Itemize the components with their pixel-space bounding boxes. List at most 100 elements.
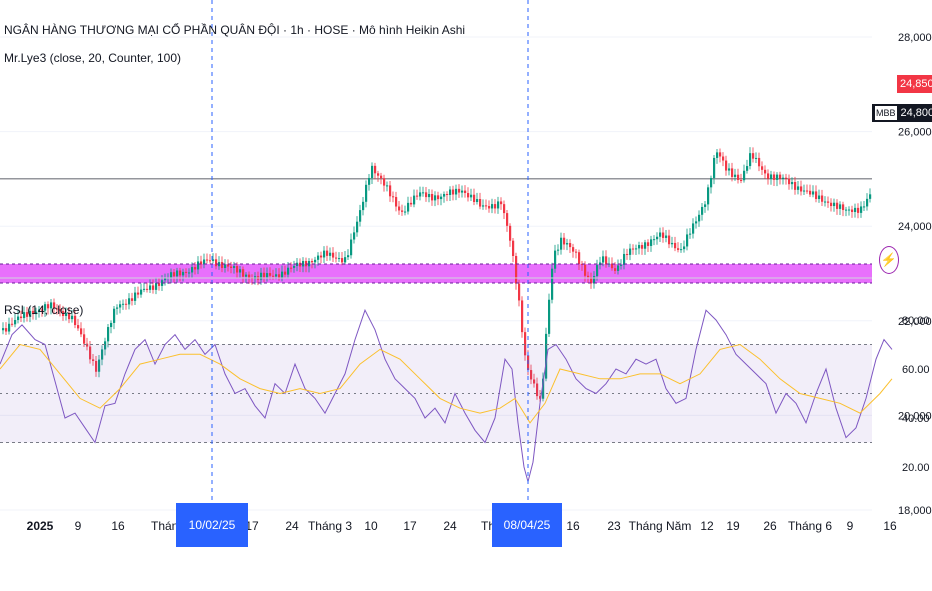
candle-body: [113, 308, 116, 323]
candle-body: [698, 214, 701, 222]
candle-body: [38, 309, 41, 312]
candle-body: [68, 312, 71, 320]
time-tick-label: 19: [726, 519, 740, 533]
time-tick-label: Tháng 6: [788, 519, 832, 533]
candle-body: [386, 185, 389, 187]
time-tick-label: Tháng 3: [308, 519, 352, 533]
candle-body: [80, 328, 83, 335]
candle-body: [224, 264, 227, 268]
candle-body: [788, 178, 791, 185]
time-tick-label: 26: [763, 519, 777, 533]
candle-body: [65, 312, 68, 316]
time-tick-label: 24: [443, 519, 457, 533]
candle-body: [533, 379, 536, 384]
rsi-label[interactable]: RSI (14, close): [4, 303, 84, 317]
candle-body: [680, 249, 683, 251]
candle-body: [203, 259, 206, 265]
candle-body: [53, 302, 56, 309]
candle-body: [539, 396, 542, 399]
candle-body: [779, 174, 782, 179]
candle-body: [302, 261, 305, 267]
candle-body: [86, 343, 89, 347]
candle-body: [650, 239, 653, 246]
crosshair-date-tag: 08/04/25 09:00: [492, 503, 562, 576]
indicator-label[interactable]: Mr.Lye3 (close, 20, Counter, 100): [4, 51, 181, 65]
candle-body: [191, 267, 194, 273]
candle-body: [629, 248, 632, 255]
candle-body: [434, 195, 437, 201]
price-tick-label: 26,000: [898, 127, 932, 139]
candle-body: [440, 196, 443, 200]
candle-body: [572, 247, 575, 252]
candle-body: [164, 278, 167, 281]
time-tick-label: 24: [285, 519, 299, 533]
candle-body: [281, 271, 284, 279]
time-tick-label: 17: [403, 519, 417, 533]
candle-body: [749, 153, 752, 167]
candle-body: [200, 261, 203, 265]
candle-body: [452, 189, 455, 195]
candle-body: [512, 240, 515, 256]
candle-body: [293, 266, 296, 268]
candle-body: [641, 245, 644, 249]
rsi-bands: [0, 344, 872, 443]
candle-body: [785, 177, 788, 179]
candle-body: [506, 213, 509, 226]
candle-body: [869, 194, 872, 199]
candle-body: [128, 298, 131, 305]
candle-body: [647, 242, 650, 246]
candle-body: [245, 274, 248, 277]
candle-body: [317, 255, 320, 260]
candle-body: [8, 323, 11, 332]
candle-body: [404, 211, 407, 213]
candle-body: [263, 272, 266, 278]
candle-body: [728, 168, 731, 171]
candle-body: [707, 187, 710, 205]
candle-body: [479, 199, 482, 207]
candle-body: [314, 259, 317, 263]
candle-body: [764, 169, 767, 174]
candle-body: [536, 383, 539, 397]
candle-body: [287, 267, 290, 275]
symbol-badge: MBB: [875, 106, 897, 120]
candle-body: [401, 210, 404, 212]
candle-body: [332, 252, 335, 258]
candle-body: [389, 185, 392, 197]
candle-body: [821, 195, 824, 202]
candle-body: [155, 283, 158, 290]
time-axis: 2025 9 16 Tháng 17 24 Tháng 3 10 17 24 Th 16 23 Tháng…: [27, 519, 897, 533]
candle-body: [770, 174, 773, 179]
candle-body: [848, 209, 851, 211]
candle-body: [683, 246, 686, 250]
candle-body: [311, 260, 314, 263]
candle-body: [548, 299, 551, 334]
candle-body: [446, 193, 449, 195]
price-tick-label: 20,000: [898, 410, 932, 422]
candle-body: [860, 206, 863, 213]
candle-body: [467, 193, 470, 198]
candle-body: [656, 236, 659, 240]
candle-body: [857, 207, 860, 213]
candle-body: [740, 180, 743, 182]
candle-body: [125, 303, 128, 305]
current-price: 24,800: [900, 107, 932, 119]
candle-body: [719, 152, 722, 157]
candle-body: [575, 251, 578, 253]
candle-body: [74, 315, 77, 326]
candle-body: [800, 186, 803, 192]
candle-body: [437, 195, 440, 200]
candle-body: [464, 190, 467, 194]
candle-body: [722, 156, 725, 161]
candle-body: [407, 202, 410, 212]
candle-body: [659, 232, 662, 237]
candle-body: [494, 204, 497, 209]
candle-body: [449, 189, 452, 195]
candle-body: [608, 263, 611, 265]
candle-body: [812, 191, 815, 195]
candle-body: [758, 157, 761, 167]
lightning-icon[interactable]: ⚡: [879, 246, 899, 274]
candle-body: [359, 210, 362, 222]
candle-body: [365, 184, 368, 202]
candle-body: [101, 349, 104, 360]
candle-body: [377, 173, 380, 176]
